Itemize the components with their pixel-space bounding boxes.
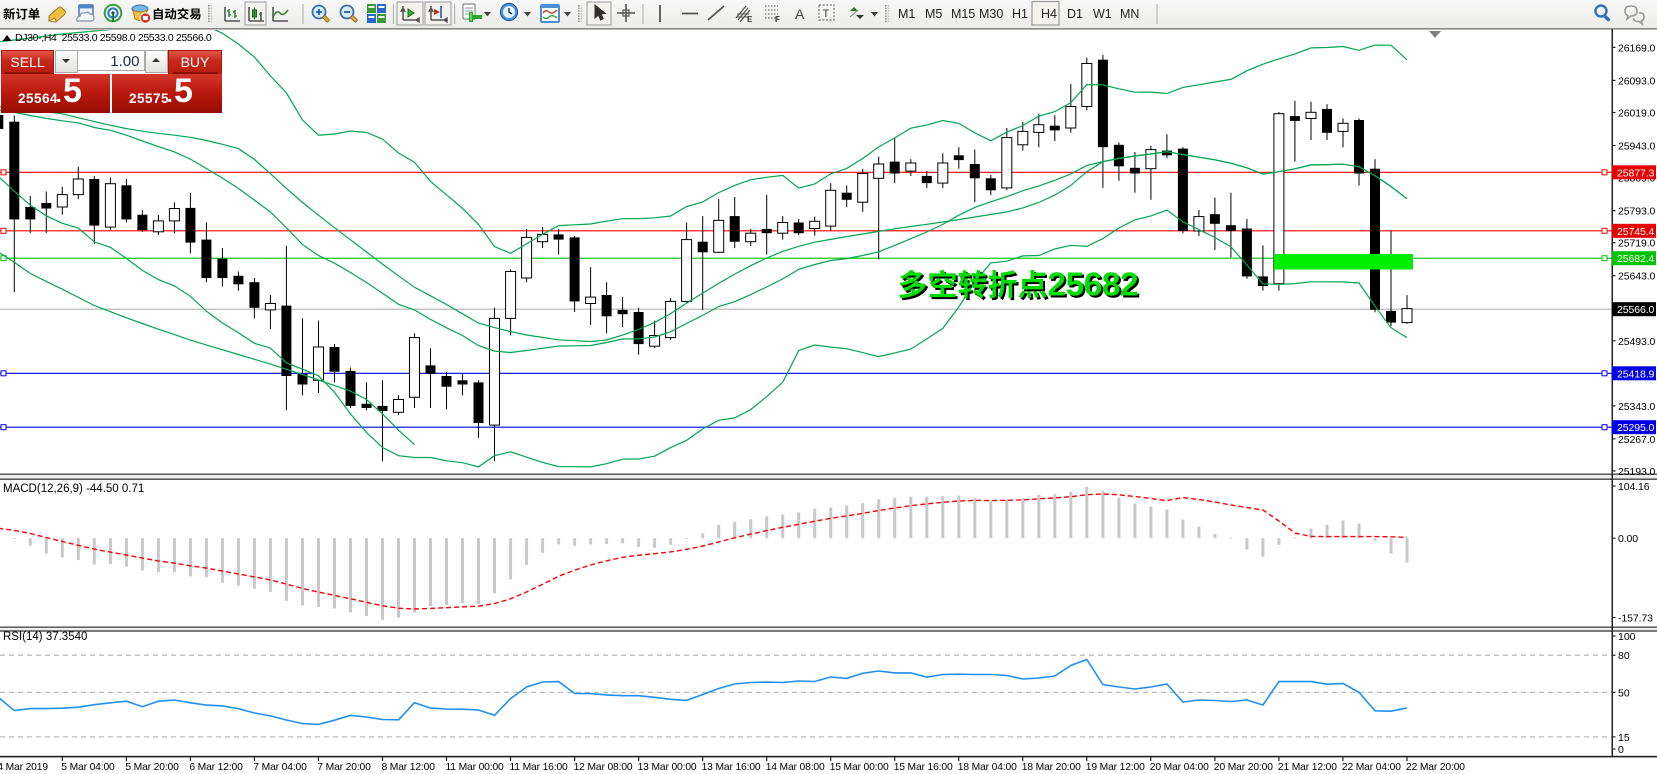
svg-text:26019.0: 26019.0 xyxy=(1618,108,1656,120)
svg-text:H1: H1 xyxy=(1012,7,1028,21)
svg-text:25295.0: 25295.0 xyxy=(1617,422,1655,434)
svg-text:4 Mar 2019: 4 Mar 2019 xyxy=(0,762,48,773)
svg-text:8 Mar 12:00: 8 Mar 12:00 xyxy=(382,762,436,773)
svg-text:12 Mar 08:00: 12 Mar 08:00 xyxy=(574,762,633,773)
svg-text:5 Mar 04:00: 5 Mar 04:00 xyxy=(61,762,115,773)
svg-text:25418.9: 25418.9 xyxy=(1617,368,1655,380)
svg-text:19 Mar 12:00: 19 Mar 12:00 xyxy=(1086,762,1145,773)
svg-text:D1: D1 xyxy=(1067,7,1083,21)
svg-text:14 Mar 08:00: 14 Mar 08:00 xyxy=(766,762,825,773)
svg-text:25943.0: 25943.0 xyxy=(1618,141,1656,153)
svg-text:13 Mar 00:00: 13 Mar 00:00 xyxy=(638,762,697,773)
svg-text:A: A xyxy=(795,6,805,22)
svg-text:RSI(14) 37.3540: RSI(14) 37.3540 xyxy=(3,631,87,643)
svg-text:M1: M1 xyxy=(898,7,915,21)
svg-text:6 Mar 12:00: 6 Mar 12:00 xyxy=(189,762,243,773)
svg-text:25682.4: 25682.4 xyxy=(1617,253,1655,265)
svg-text:22 Mar 20:00: 22 Mar 20:00 xyxy=(1406,762,1465,773)
svg-text:25493.0: 25493.0 xyxy=(1618,336,1656,348)
svg-text:100: 100 xyxy=(1618,631,1636,643)
svg-text:22 Mar 04:00: 22 Mar 04:00 xyxy=(1342,762,1401,773)
svg-text:15: 15 xyxy=(1618,732,1630,744)
svg-text:F: F xyxy=(775,15,780,24)
svg-text:26169.0: 26169.0 xyxy=(1618,42,1656,54)
svg-text:0.00: 0.00 xyxy=(1618,533,1638,545)
svg-text:T: T xyxy=(823,8,830,20)
svg-text:21 Mar 12:00: 21 Mar 12:00 xyxy=(1278,762,1337,773)
svg-text:E: E xyxy=(747,15,753,24)
svg-text:W1: W1 xyxy=(1093,7,1112,21)
svg-text:13 Mar 16:00: 13 Mar 16:00 xyxy=(702,762,761,773)
svg-text:7 Mar 04:00: 7 Mar 04:00 xyxy=(253,762,307,773)
svg-text:50: 50 xyxy=(1618,687,1630,699)
svg-text:26093.0: 26093.0 xyxy=(1618,75,1656,87)
svg-text:15 Mar 16:00: 15 Mar 16:00 xyxy=(894,762,953,773)
svg-text:18 Mar 04:00: 18 Mar 04:00 xyxy=(958,762,1017,773)
svg-text:DJ30-,H4 25533.0 25598.0 2553: DJ30-,H4 25533.0 25598.0 25533.0 25566.0 xyxy=(15,32,212,44)
svg-text:25682: 25682 xyxy=(1050,269,1141,306)
svg-text:25643.0: 25643.0 xyxy=(1618,271,1656,283)
svg-text:MACD(12,26,9) -44.50 0.71: MACD(12,26,9) -44.50 0.71 xyxy=(3,483,144,495)
svg-text:20 Mar 20:00: 20 Mar 20:00 xyxy=(1214,762,1273,773)
svg-text:25193.0: 25193.0 xyxy=(1618,466,1656,478)
svg-text:25267.0: 25267.0 xyxy=(1618,434,1656,446)
svg-text:25745.4: 25745.4 xyxy=(1617,226,1655,238)
svg-text:M30: M30 xyxy=(979,7,1003,21)
svg-text:25793.0: 25793.0 xyxy=(1618,206,1656,218)
svg-text:25877.3: 25877.3 xyxy=(1617,167,1655,179)
svg-text:20 Mar 04:00: 20 Mar 04:00 xyxy=(1150,762,1209,773)
svg-text:25343.0: 25343.0 xyxy=(1618,401,1656,413)
svg-text:7 Mar 20:00: 7 Mar 20:00 xyxy=(317,762,371,773)
svg-text:5 Mar 20:00: 5 Mar 20:00 xyxy=(125,762,179,773)
svg-text:104.16: 104.16 xyxy=(1618,481,1650,493)
svg-text:H4: H4 xyxy=(1041,7,1057,21)
svg-text:25566.0: 25566.0 xyxy=(1617,304,1655,316)
svg-text:MN: MN xyxy=(1120,7,1139,21)
svg-text:0: 0 xyxy=(1618,744,1624,756)
svg-text:11 Mar 00:00: 11 Mar 00:00 xyxy=(446,762,505,773)
svg-text:25682: 25682 xyxy=(1048,267,1139,304)
svg-text:M5: M5 xyxy=(925,7,942,21)
svg-text:80: 80 xyxy=(1618,650,1630,662)
svg-text:18 Mar 20:00: 18 Mar 20:00 xyxy=(1022,762,1081,773)
svg-text:-157.73: -157.73 xyxy=(1618,613,1653,625)
svg-text:15 Mar 00:00: 15 Mar 00:00 xyxy=(830,762,889,773)
svg-text:M15: M15 xyxy=(951,7,975,21)
svg-text:11 Mar 16:00: 11 Mar 16:00 xyxy=(510,762,569,773)
svg-text:25719.0: 25719.0 xyxy=(1618,238,1656,250)
